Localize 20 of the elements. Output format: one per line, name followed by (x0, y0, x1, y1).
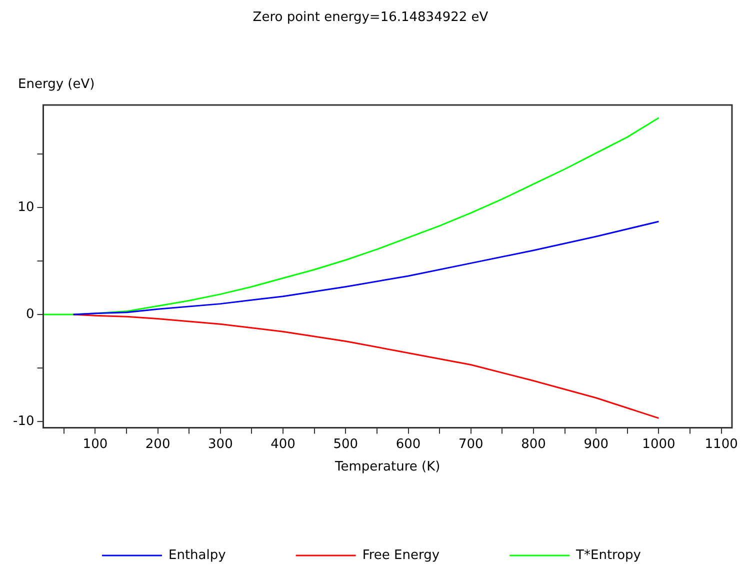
y-axis-title: Energy (eV) (18, 77, 95, 92)
x-tick-label: 500 (333, 436, 358, 452)
legend-label: T*Entropy (575, 548, 642, 563)
x-tick-label: 200 (145, 436, 170, 452)
x-tick-label: 800 (521, 436, 546, 452)
x-tick-label: 900 (584, 436, 609, 452)
x-tick-label: 100 (82, 436, 108, 452)
x-tick-label: 600 (396, 436, 421, 452)
legend-label: Enthalpy (168, 548, 226, 563)
x-tick-label: 300 (208, 436, 233, 452)
y-tick-label: 10 (18, 200, 34, 215)
x-axis-title: Temperature (K) (334, 460, 440, 475)
x-tick-label: 400 (270, 436, 296, 452)
y-tick-label: -10 (13, 414, 34, 429)
x-tick-label: 1100 (704, 436, 738, 452)
legend-label: Free Energy (362, 548, 440, 563)
x-tick-label: 1000 (642, 436, 676, 452)
x-tick-label: 700 (458, 436, 484, 452)
y-tick-label: 0 (26, 306, 34, 322)
chart-title: Zero point energy=16.14834922 eV (252, 10, 490, 25)
